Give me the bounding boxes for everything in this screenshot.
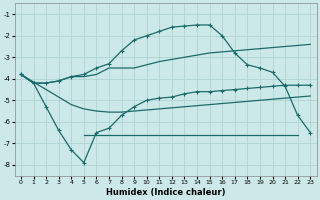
X-axis label: Humidex (Indice chaleur): Humidex (Indice chaleur) (106, 188, 225, 197)
